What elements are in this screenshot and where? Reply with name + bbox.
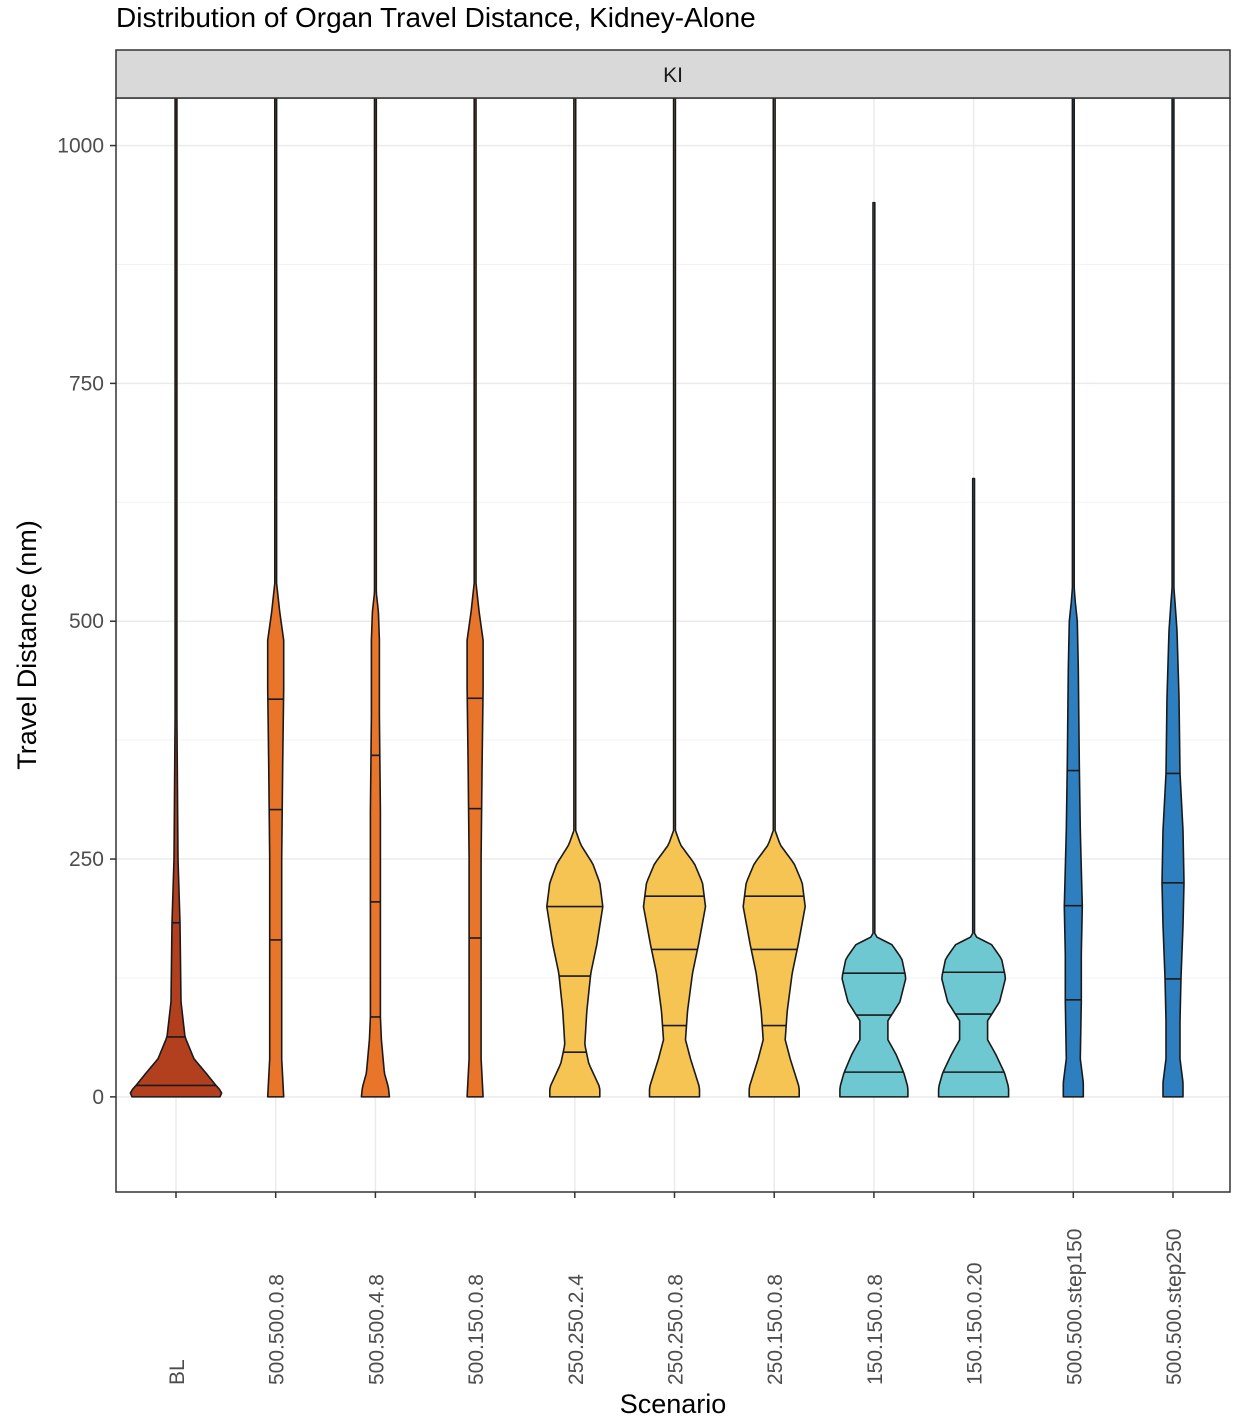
violin-500.500.step150 xyxy=(1062,97,1085,1098)
violins xyxy=(129,97,1185,1098)
x-tick-label: 250.250.2.4 xyxy=(565,1274,588,1385)
y-axis-label: Travel Distance (nm) xyxy=(12,520,42,770)
x-tick-label: 250.150.0.8 xyxy=(764,1274,787,1385)
x-tick-label: 500.150.0.8 xyxy=(465,1274,488,1385)
x-axis-label: Scenario xyxy=(620,1389,727,1419)
violin-150.150.0.8 xyxy=(839,201,909,1098)
x-tick-label: 150.150.0.20 xyxy=(964,1262,987,1385)
y-tick-label: 500 xyxy=(69,610,104,633)
facet-label: KI xyxy=(663,64,683,87)
x-tick-label: BL xyxy=(166,1359,189,1385)
violin-250.250.0.8 xyxy=(642,97,707,1098)
violin-150.150.0.20 xyxy=(937,477,1010,1098)
violin-500.150.0.8 xyxy=(466,97,484,1098)
y-axis: 0 250 500 750 1000 xyxy=(57,135,116,1109)
x-tick-label: 500.500.step250 xyxy=(1163,1229,1186,1385)
x-axis: BL 500.500.0.8 500.500.4.8 500.150.0.8 250.2… xyxy=(166,1192,1186,1385)
violin-BL xyxy=(129,97,223,1098)
facet-strip xyxy=(115,49,1231,99)
y-tick-label: 750 xyxy=(69,372,104,395)
violin-250.150.0.8 xyxy=(742,97,806,1098)
y-tick-label: 1000 xyxy=(57,135,104,158)
violin-250.250.2.4 xyxy=(546,97,604,1098)
y-tick-label: 250 xyxy=(69,848,104,871)
x-tick-label: 150.150.0.8 xyxy=(864,1274,887,1385)
y-tick-label: 0 xyxy=(92,1086,104,1109)
chart-title: Distribution of Organ Travel Distance, K… xyxy=(116,2,756,33)
violin-500.500.step250 xyxy=(1161,97,1185,1098)
violin-500.500.0.8 xyxy=(266,97,285,1098)
x-tick-label: 250.250.0.8 xyxy=(665,1274,688,1385)
x-tick-label: 500.500.step150 xyxy=(1063,1229,1086,1385)
violin-500.500.4.8 xyxy=(360,97,391,1098)
x-tick-label: 500.500.0.8 xyxy=(266,1274,289,1385)
x-tick-label: 500.500.4.8 xyxy=(365,1274,388,1385)
